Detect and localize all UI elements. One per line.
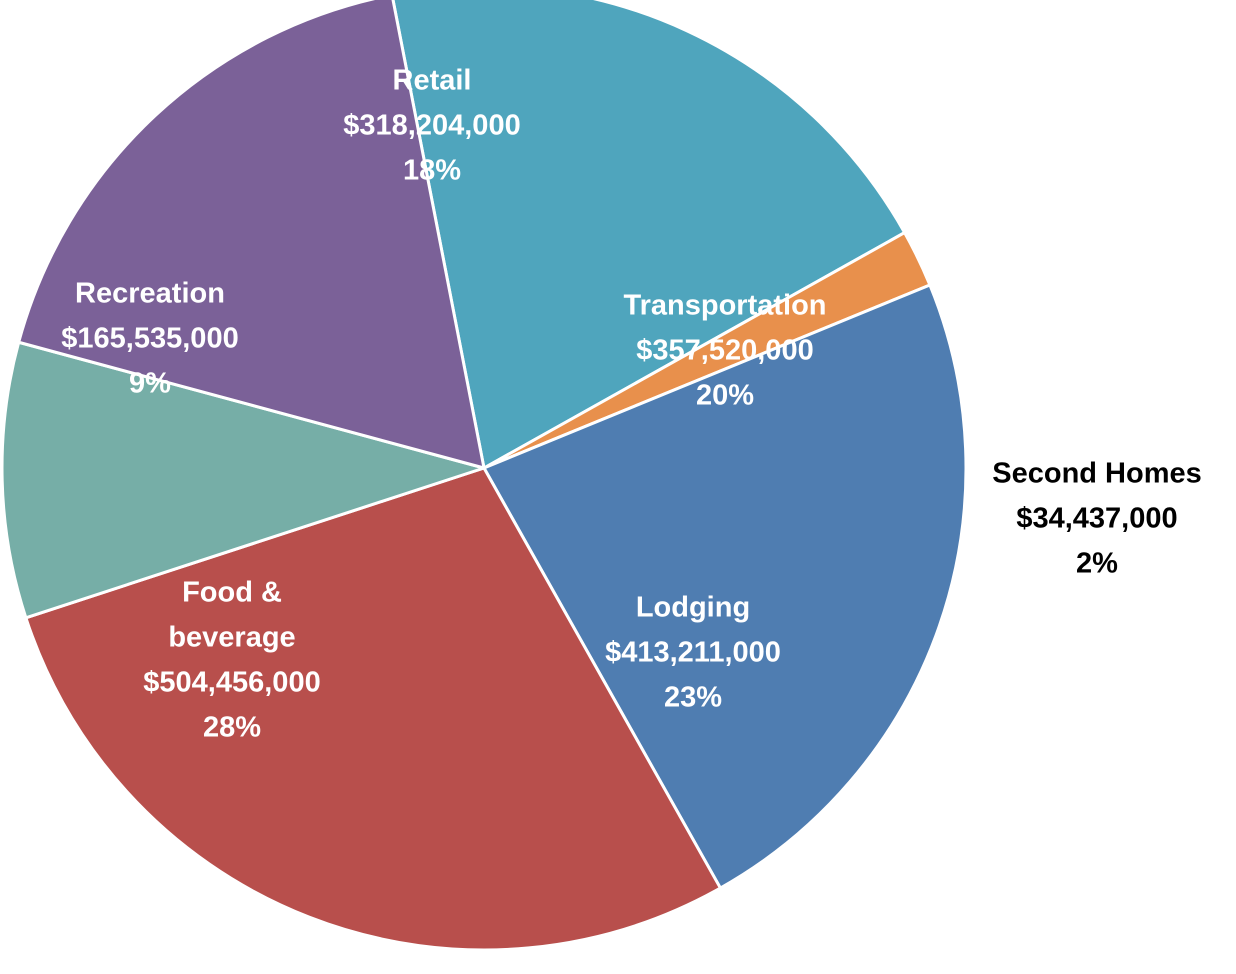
slice-value-transportation: $357,520,000 — [636, 335, 813, 367]
slice-label-food-beverage: Food & beverage $504,456,000 28% — [143, 577, 320, 744]
slice-value-second-homes: $34,437,000 — [1016, 503, 1177, 535]
pie-slice-transportation — [391, 0, 907, 470]
slice-label-transportation: Transportation $357,520,000 20% — [623, 290, 826, 412]
slice-percent-transportation: 20% — [696, 380, 754, 412]
pie-slice-food-beverage — [24, 466, 722, 952]
slice-name-recreation: Recreation — [75, 278, 225, 310]
slice-value-retail: $318,204,000 — [343, 110, 520, 142]
slice-name-food-beverage: beverage — [168, 622, 295, 654]
slice-label-recreation: Recreation $165,535,000 9% — [61, 278, 238, 400]
slice-value-recreation: $165,535,000 — [61, 323, 238, 355]
slice-percent-retail: 18% — [403, 155, 461, 187]
pie-slice-retail — [17, 0, 486, 470]
pie-slice-lodging — [482, 283, 968, 890]
slice-percent-lodging: 23% — [664, 682, 722, 714]
slice-name-transportation: Transportation — [623, 290, 826, 322]
slice-value-lodging: $413,211,000 — [605, 637, 781, 669]
slice-name-lodging: Lodging — [636, 592, 750, 624]
slice-name-second-homes: Second Homes — [992, 458, 1202, 490]
slice-percent-recreation: 9% — [129, 368, 171, 400]
slice-label-retail: Retail $318,204,000 18% — [343, 65, 520, 187]
slice-name-retail: Retail — [393, 65, 472, 97]
slice-value-food-beverage: $504,456,000 — [143, 667, 320, 699]
slice-percent-food-beverage: 28% — [203, 712, 261, 744]
slice-percent-second-homes: 2% — [1076, 548, 1118, 580]
pie-slice-recreation — [0, 340, 486, 620]
slice-label-second-homes: Second Homes $34,437,000 2% — [992, 458, 1202, 580]
slice-label-lodging: Lodging $413,211,000 23% — [605, 592, 781, 714]
slice-name-food-beverage: Food & — [182, 577, 282, 609]
